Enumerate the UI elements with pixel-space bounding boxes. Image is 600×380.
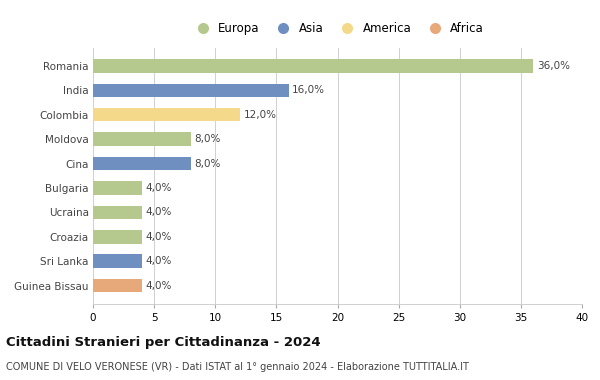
Bar [93, 59, 533, 73]
Bar [93, 279, 142, 292]
Text: Cittadini Stranieri per Cittadinanza - 2024: Cittadini Stranieri per Cittadinanza - 2… [6, 336, 320, 349]
Text: 4,0%: 4,0% [146, 183, 172, 193]
Text: 4,0%: 4,0% [146, 207, 172, 217]
Bar [93, 108, 240, 122]
Text: 4,0%: 4,0% [146, 256, 172, 266]
Text: 12,0%: 12,0% [244, 110, 277, 120]
Text: 8,0%: 8,0% [194, 134, 221, 144]
Text: COMUNE DI VELO VERONESE (VR) - Dati ISTAT al 1° gennaio 2024 - Elaborazione TUTT: COMUNE DI VELO VERONESE (VR) - Dati ISTA… [6, 362, 469, 372]
Text: 36,0%: 36,0% [537, 61, 570, 71]
Text: 4,0%: 4,0% [146, 280, 172, 291]
Text: 4,0%: 4,0% [146, 232, 172, 242]
Text: 8,0%: 8,0% [194, 158, 221, 169]
Bar [93, 255, 142, 268]
Bar [93, 206, 142, 219]
Bar [93, 230, 142, 244]
Bar [93, 132, 191, 146]
Bar [93, 181, 142, 195]
Bar [93, 84, 289, 97]
Text: 16,0%: 16,0% [292, 85, 325, 95]
Bar [93, 157, 191, 170]
Legend: Europa, Asia, America, Africa: Europa, Asia, America, Africa [189, 20, 486, 38]
